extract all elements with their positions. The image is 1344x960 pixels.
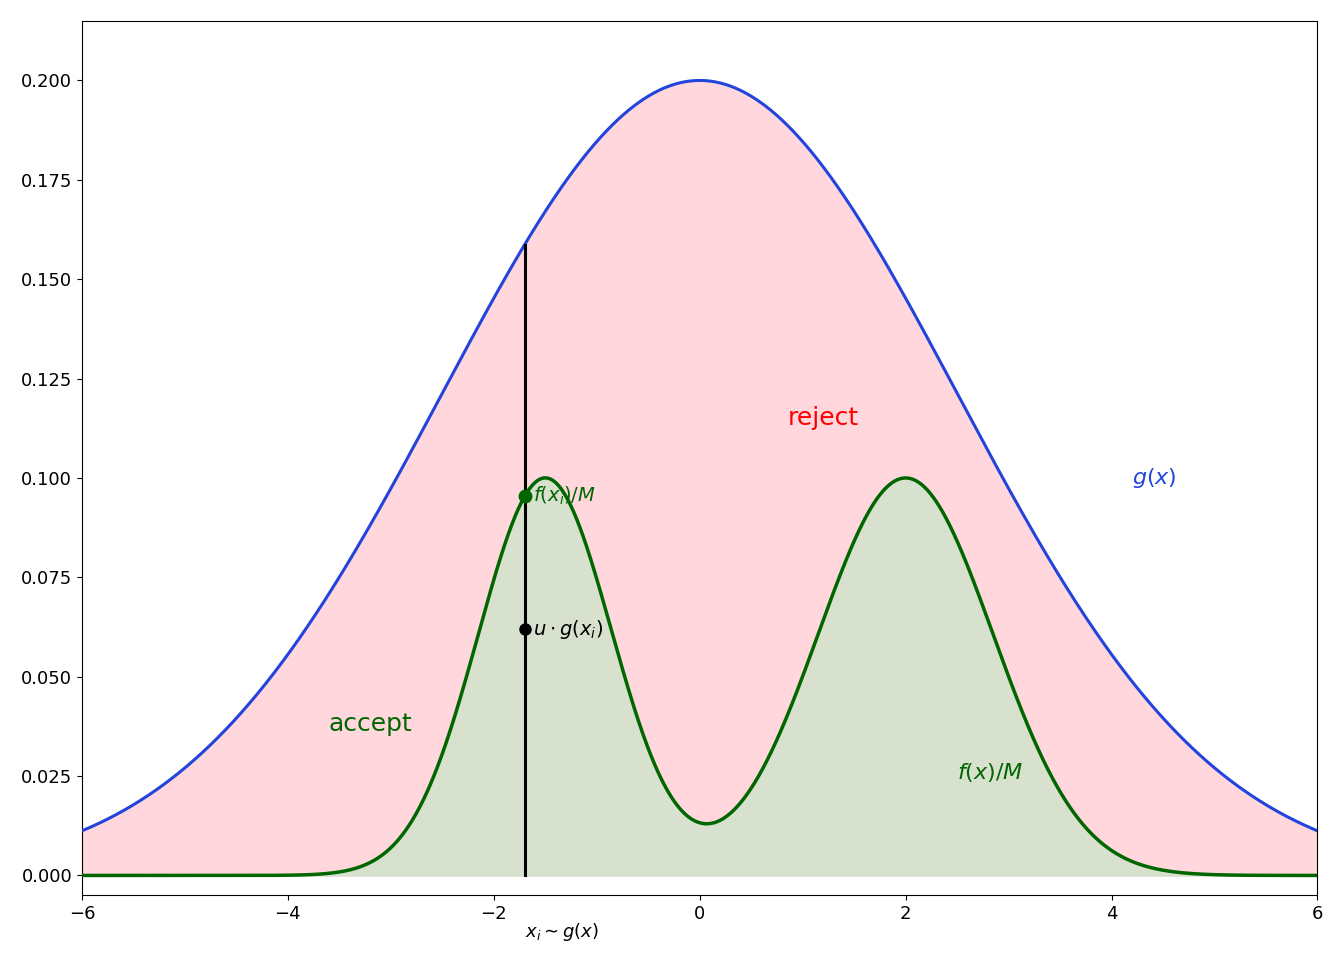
Text: $f(x)/M$: $f(x)/M$ [957, 760, 1024, 783]
Text: $f(x_i)/M$: $f(x_i)/M$ [534, 485, 595, 508]
Text: $x_i \sim g(x)$: $x_i \sim g(x)$ [524, 922, 598, 943]
Text: accept: accept [328, 712, 413, 736]
Text: $u \cdot g(x_i)$: $u \cdot g(x_i)$ [534, 617, 603, 640]
Text: $g(x)$: $g(x)$ [1132, 466, 1177, 490]
Text: reject: reject [788, 406, 859, 430]
